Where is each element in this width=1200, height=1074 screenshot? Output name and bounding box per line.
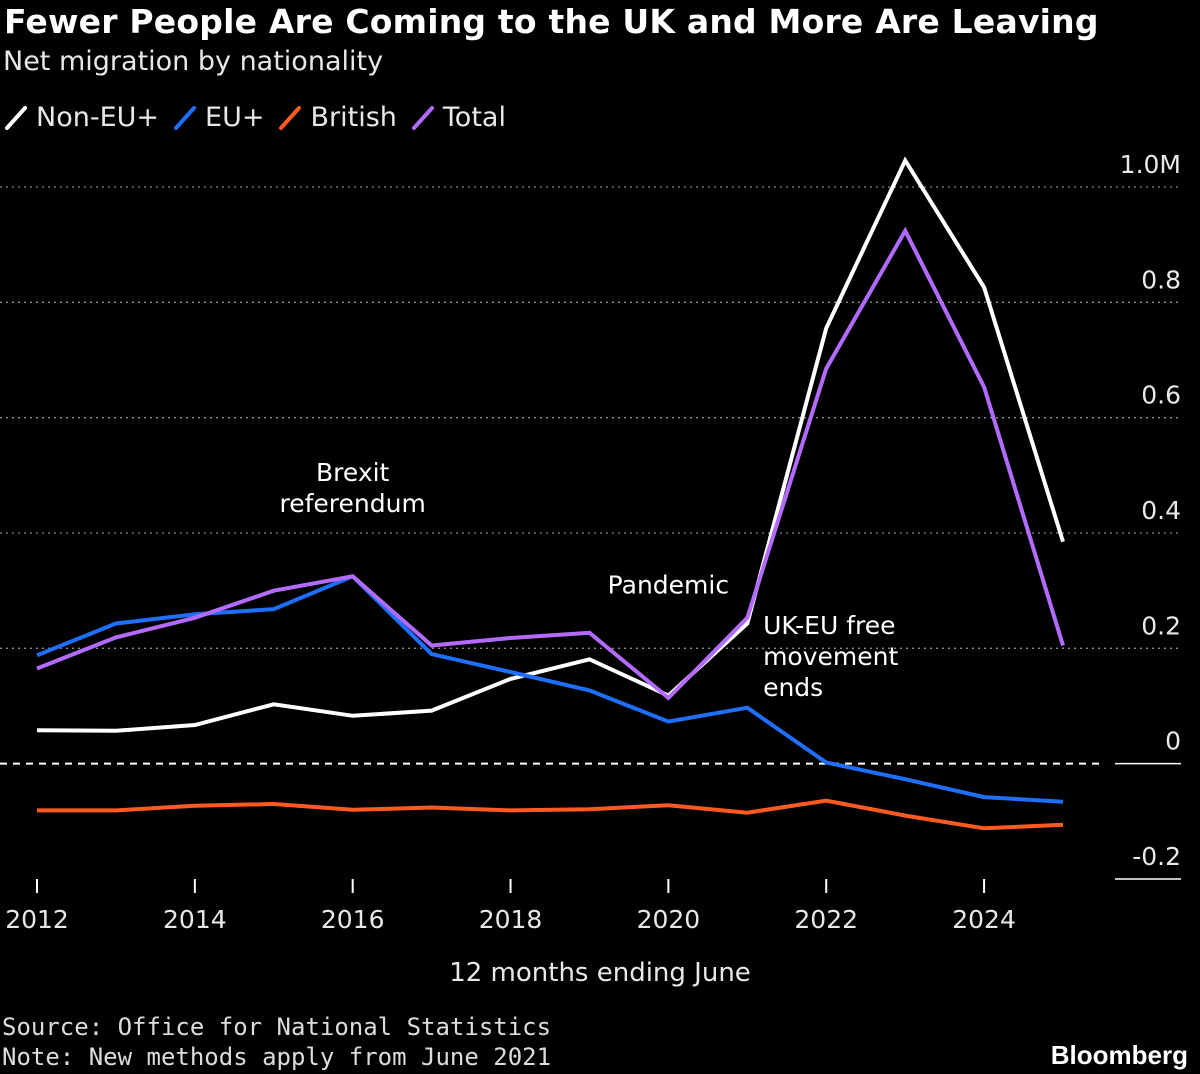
series-lines [36, 156, 1065, 831]
annotation: Brexit referendum [280, 458, 426, 518]
annotation: UK-EU free movement ends [763, 611, 898, 702]
x-tick-label: 2014 [163, 905, 227, 934]
legend: Non-EU+ EU+ British Total [4, 102, 520, 133]
x-tick-label: 2024 [952, 905, 1016, 934]
y-tick-label: 1.0M [1120, 150, 1181, 179]
series-line-eu [36, 573, 1064, 804]
annotations: Brexit referendum Pandemic UK-EU free moveme… [280, 458, 899, 702]
x-tick-label: 2018 [479, 905, 543, 934]
y-tick-label: 0.6 [1141, 381, 1181, 410]
legend-label: Non-EU+ [36, 102, 160, 133]
x-axis-ticks: 2012 2014 2016 2018 2020 2022 2024 [5, 879, 1016, 934]
series-line-total [36, 226, 1065, 701]
x-tick-label: 2020 [637, 905, 701, 934]
chart-title: Fewer People Are Coming to the UK and Mo… [4, 2, 1099, 41]
legend-item-non-eu: Non-EU+ [4, 102, 159, 133]
legend-label: EU+ [205, 102, 265, 133]
x-axis-label: 12 months ending June [449, 958, 751, 988]
bloomberg-logo: Bloomberg [1050, 1040, 1188, 1070]
legend-swatch-icon [173, 103, 197, 133]
y-tick-label: 0 [1165, 727, 1181, 756]
y-tick-label: -0.2 [1132, 842, 1181, 871]
legend-swatch-icon [411, 103, 435, 133]
source-note: Source: Office for National Statistics [2, 1013, 552, 1041]
x-tick-label: 2016 [321, 905, 385, 934]
x-tick-label: 2012 [5, 905, 69, 934]
chart-subtitle: Net migration by nationality [3, 46, 384, 77]
methods-note: Note: New methods apply from June 2021 [2, 1043, 552, 1071]
series-line-non-eu [36, 156, 1065, 733]
y-tick-label: 0.4 [1141, 496, 1181, 525]
legend-swatch-icon [4, 103, 28, 133]
legend-label: Total [442, 102, 506, 133]
y-tick-label: 0.2 [1141, 611, 1181, 640]
x-tick-label: 2022 [794, 905, 858, 934]
legend-item-total: Total [411, 102, 506, 133]
legend-item-british: British [278, 102, 397, 133]
y-tick-label: 0.8 [1141, 265, 1181, 294]
annotation: Pandemic [608, 571, 729, 600]
legend-swatch-icon [278, 103, 302, 133]
series-line-british [37, 798, 1064, 831]
legend-item-eu: EU+ [173, 102, 264, 133]
y-axis-tick-labels: -0.2 0 0.2 0.4 0.6 0.8 1.0M [1120, 150, 1181, 871]
gridlines [0, 186, 1181, 880]
legend-label: British [310, 102, 397, 133]
